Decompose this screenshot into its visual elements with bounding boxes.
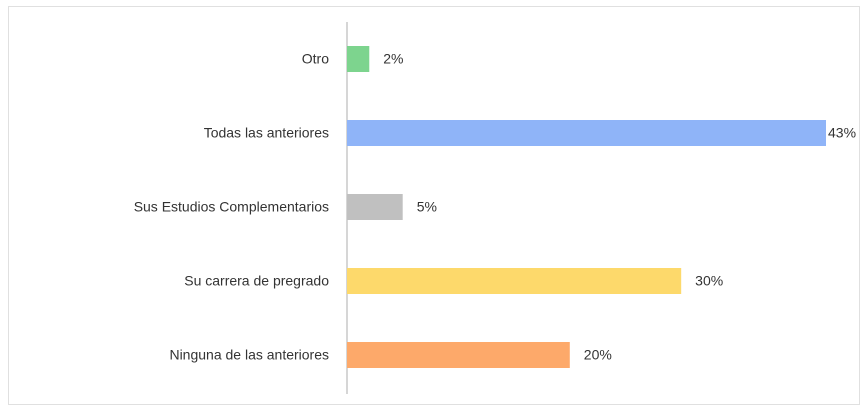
bar — [347, 194, 403, 220]
data-label: 20% — [584, 347, 612, 363]
y-tick-label: Sus Estudios Complementarios — [134, 199, 329, 215]
bar — [347, 120, 826, 146]
data-label: 43% — [828, 125, 856, 141]
bar — [347, 46, 370, 72]
data-label: 2% — [383, 51, 403, 67]
chart-frame — [8, 6, 860, 405]
y-tick-label: Todas las anteriores — [204, 125, 329, 141]
bar — [347, 268, 682, 294]
y-tick-label: Ninguna de las anteriores — [169, 347, 329, 363]
y-tick-label: Su carrera de pregrado — [184, 273, 329, 289]
bar — [347, 342, 570, 368]
data-label: 30% — [695, 273, 723, 289]
y-tick-label: Otro — [302, 51, 329, 67]
data-label: 5% — [417, 199, 437, 215]
